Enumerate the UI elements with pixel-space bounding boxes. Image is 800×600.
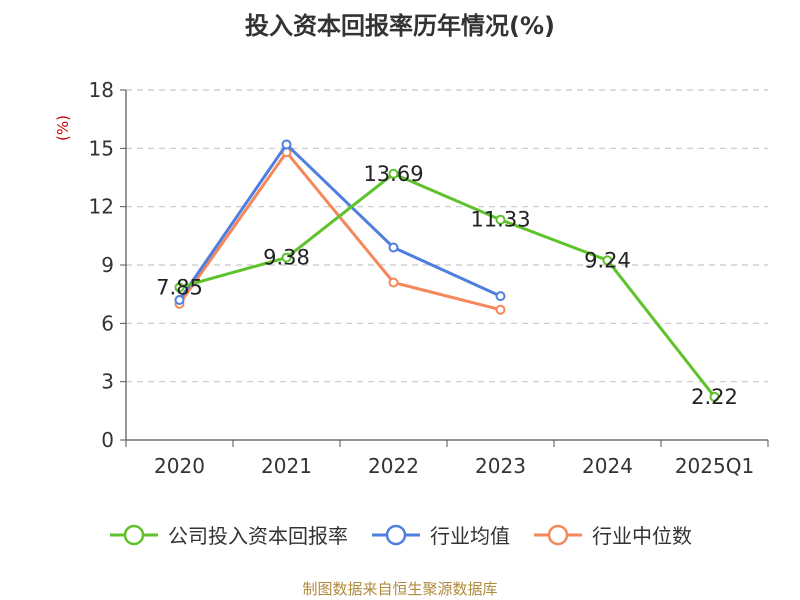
data-label: 9.38 (263, 246, 310, 270)
data-point (388, 277, 399, 288)
data-point (495, 304, 506, 315)
data-point (174, 282, 185, 293)
data-label: 13.69 (363, 162, 423, 186)
legend-circle (385, 524, 407, 545)
y-axis-label: (%) (54, 115, 72, 141)
y-tick-label: 0 (101, 428, 114, 452)
legend-circle (547, 524, 569, 545)
data-point (281, 139, 292, 150)
y-tick-label: 3 (101, 370, 114, 394)
data-label: 2.22 (691, 385, 738, 409)
source-note: 制图数据来自恒生聚源数据库 (302, 580, 498, 598)
data-labels: 7.85 9.38 13.69 11.33 9.24 2.22 (156, 162, 738, 409)
legend-item[interactable]: 行业均值 (370, 520, 510, 549)
y-tick-label: 9 (101, 253, 114, 277)
x-tick-label: 2025Q1 (675, 454, 754, 478)
legend-label: 公司投入资本回报率 (168, 524, 348, 548)
legend-circle (123, 524, 145, 545)
data-label: 9.24 (584, 248, 631, 272)
legend-item[interactable]: 行业中位数 (532, 520, 692, 549)
data-point (388, 242, 399, 253)
data-point (388, 168, 399, 179)
series-line (178, 142, 502, 301)
data-label: 11.33 (470, 208, 530, 232)
x-tick-label: 2023 (475, 454, 526, 478)
legend-marker-icon (372, 524, 420, 545)
x-tick-label: 2021 (261, 454, 312, 478)
data-point (174, 295, 185, 305)
y-tick-label: 15 (89, 136, 114, 160)
legend-label: 行业均值 (430, 524, 510, 548)
x-tick-label: 2020 (154, 454, 205, 478)
data-label: 7.85 (156, 275, 203, 299)
series (174, 139, 720, 402)
axes: 0 3 6 9 12 15 18 2020 2021 2022 2023 2024 2025Q1 (89, 78, 769, 478)
x-tick-label: 2024 (582, 454, 633, 478)
data-point (602, 255, 613, 266)
data-point (281, 252, 292, 263)
x-tick-label: 2022 (368, 454, 419, 478)
y-tick-label: 18 (89, 78, 114, 102)
grid-lines (126, 89, 768, 383)
legend-label: 行业中位数 (592, 524, 692, 548)
data-point (709, 391, 720, 402)
y-tick-label: 12 (89, 195, 114, 219)
data-point (495, 214, 506, 225)
legend-marker-icon (110, 524, 158, 545)
data-point (495, 291, 506, 302)
y-tick-label: 6 (101, 311, 114, 335)
legend-marker-icon (534, 524, 582, 545)
legend-item[interactable]: 公司投入资本回报率 (108, 520, 348, 549)
series-line (179, 172, 716, 398)
legend: 公司投入资本回报率 行业均值 行业中位数 (0, 520, 800, 549)
chart-title: 投入资本回报率历年情况(%) (245, 12, 555, 40)
